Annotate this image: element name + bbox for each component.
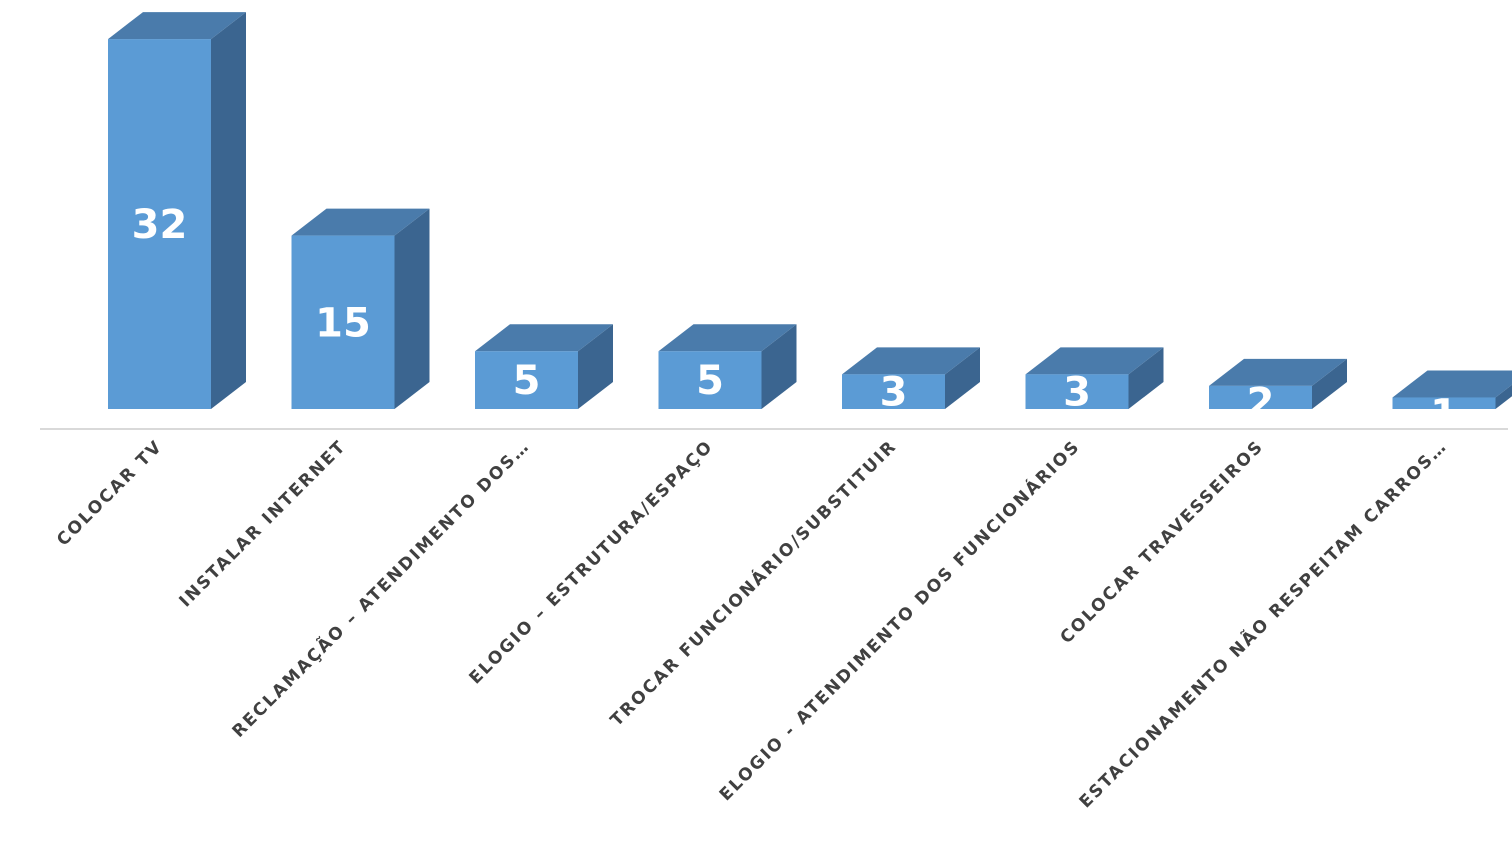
bar-top (108, 12, 246, 40)
data-label: 5 (696, 358, 724, 404)
bar-top (1392, 370, 1512, 398)
bar-front (291, 235, 395, 409)
bar-top (475, 324, 613, 352)
bar-3: 5 (475, 324, 613, 409)
category-label: ELOGIO - ATENDIMENTO DOS FUNCIONÁRIOS (714, 435, 1084, 805)
bar-side (1312, 358, 1347, 409)
bar-front (475, 351, 578, 409)
bar-side (578, 324, 613, 409)
bar-5: 3 (842, 347, 980, 416)
data-label: 32 (132, 202, 188, 248)
bar-7: 2 (1209, 358, 1347, 426)
category-label: RECLAMAÇÃO – ATENDIMENTO DOS… (227, 434, 535, 742)
bar-front (1025, 374, 1129, 409)
category-label: ESTACIONAMENTO NÃO RESPEITAM CARROS… (1074, 434, 1452, 812)
bar-top (658, 324, 797, 352)
bar-front (1209, 385, 1312, 409)
bar-2: 15 (291, 208, 430, 409)
data-label: 2 (1247, 380, 1275, 426)
category-label: INSTALAR INTERNET (176, 436, 351, 611)
data-label: 5 (513, 358, 541, 404)
bar-side (945, 347, 980, 409)
bar-side (1495, 384, 1512, 409)
category-label: COLOCAR TV (53, 436, 167, 550)
bar-front (842, 374, 945, 409)
data-label: 3 (1063, 370, 1091, 416)
bar-side (761, 324, 797, 409)
bar-side (211, 12, 246, 410)
category-label: TROCAR FUNCIONÁRIO/SUBSTITUIR (605, 435, 901, 731)
bar-front (108, 39, 211, 410)
bar-top (1209, 358, 1347, 386)
bar-8: 1 (1392, 370, 1512, 437)
bar-front (1392, 397, 1496, 409)
data-label: 15 (315, 300, 371, 346)
bar-top (291, 208, 430, 236)
data-label: 3 (880, 370, 908, 416)
bar-1: 32 (108, 12, 246, 410)
data-label: 1 (1430, 391, 1458, 437)
bar-top (1025, 347, 1164, 375)
bar-top (842, 347, 980, 375)
bar-6: 3 (1025, 347, 1164, 416)
bar-side (394, 208, 430, 409)
bar-front (658, 351, 762, 409)
bar-side (1128, 347, 1164, 409)
bar-4: 5 (658, 324, 797, 409)
category-label: COLOCAR TRAVESSEIROS (1057, 436, 1269, 648)
